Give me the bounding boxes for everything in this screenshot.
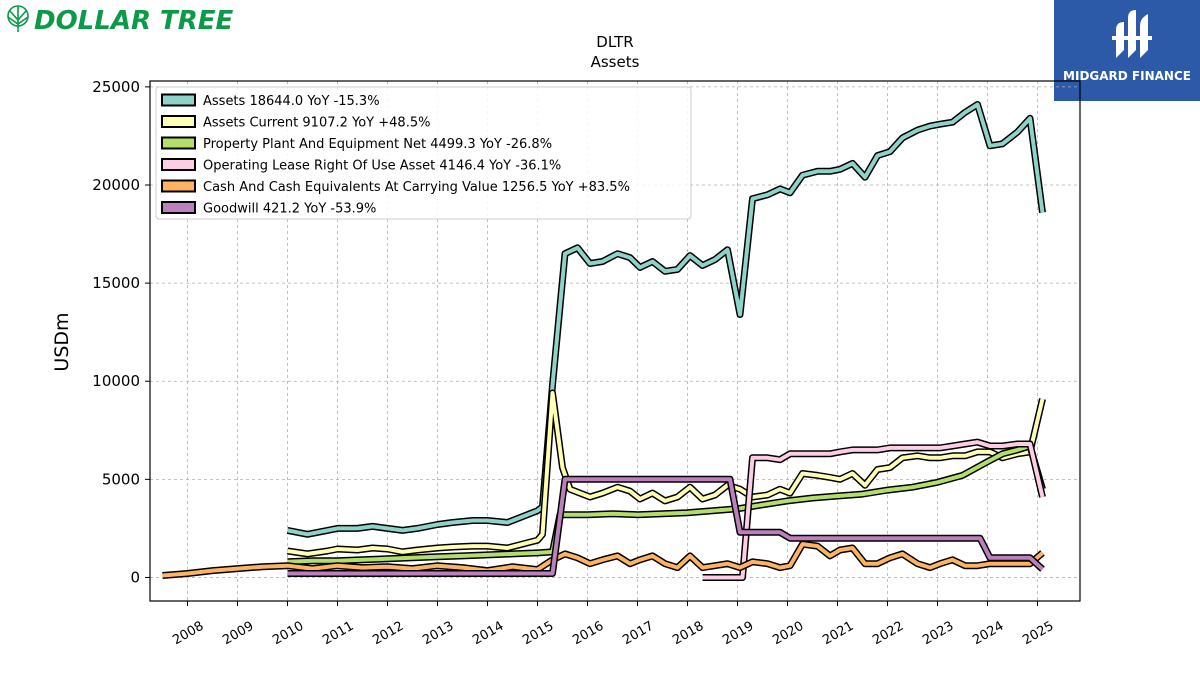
- x-tick-label: 2017: [620, 619, 656, 649]
- series-goodwill: [287, 475, 1045, 577]
- x-tick-label: 2011: [320, 619, 356, 649]
- series-line: [162, 542, 1044, 578]
- series-assets-current: [286, 389, 1046, 558]
- series-line: [702, 440, 1045, 580]
- legend-swatch: [161, 136, 196, 150]
- x-tick-label: 2018: [670, 619, 706, 649]
- tree-logo-icon: DOLLAR TREE: [7, 5, 234, 36]
- chart-subtitle: Assets: [591, 53, 640, 71]
- series-operating-lease-right-of-use-asset: [702, 438, 1046, 581]
- y-tick-label: 5000: [102, 470, 140, 488]
- x-tick-label: 2024: [970, 619, 1006, 649]
- y-tick-label: 20000: [92, 176, 140, 194]
- x-tick-label: 2021: [820, 619, 856, 649]
- series-line: [287, 444, 1045, 564]
- y-tick-label: 15000: [92, 274, 140, 292]
- midgard-finance-logo-text: MIDGARD FINANCE: [1063, 69, 1191, 83]
- x-tick-label: 2014: [470, 619, 506, 649]
- y-tick-label: 25000: [92, 78, 140, 96]
- legend-swatch: [161, 115, 196, 128]
- chart-title: DLTR: [596, 33, 633, 51]
- y-tick-label: 10000: [92, 372, 140, 390]
- legend-label: Goodwill 421.2 YoY -53.9%: [203, 202, 376, 217]
- x-tick-label: 2019: [720, 619, 756, 649]
- legend-box: [155, 86, 692, 220]
- y-tick-label: 0: [130, 568, 140, 586]
- legend-label: Operating Lease Right Of Use Asset 4146.…: [203, 159, 561, 174]
- x-tick-label: 2020: [770, 619, 806, 649]
- x-tick-label: 2025: [1020, 619, 1056, 649]
- x-tick-label: 2008: [170, 619, 206, 649]
- legend-label: Assets Current 9107.2 YoY +48.5%: [203, 116, 430, 131]
- y-axis-label: USDm: [51, 312, 73, 371]
- series-line: [287, 102, 1045, 537]
- series-lines: [162, 101, 1046, 581]
- series-assets: [286, 101, 1046, 538]
- legend-swatch: [161, 93, 196, 107]
- legend-swatch: [161, 201, 196, 214]
- legend-swatch: [161, 158, 196, 171]
- series-property-plant-and-equipment-net: [287, 442, 1046, 566]
- legend-swatch: [161, 179, 196, 193]
- legend-label: Property Plant And Equipment Net 4499.3 …: [203, 137, 552, 152]
- x-tick-label: 2012: [370, 619, 406, 649]
- x-tick-label: 2013: [420, 619, 456, 649]
- series-line: [287, 391, 1045, 556]
- midgard-emblem-icon: [1112, 10, 1152, 58]
- x-tick-label: 2022: [870, 619, 906, 649]
- x-tick-label: 2010: [270, 619, 306, 649]
- midgard-finance-logo: MIDGARD FINANCE: [1054, 0, 1200, 101]
- legend-label: Cash And Cash Equivalents At Carrying Va…: [203, 180, 630, 195]
- series-cash-and-cash-equivalents-at-carrying-value: [162, 540, 1045, 579]
- dollar-tree-logo: DOLLAR TREE: [4, 2, 254, 38]
- x-tick-label: 2023: [920, 619, 956, 649]
- series-line: [287, 477, 1044, 576]
- x-tick-label: 2009: [220, 619, 256, 649]
- plot-frame: [149, 80, 1081, 602]
- x-tick-label: 2015: [520, 619, 556, 649]
- x-tick-label: 2016: [570, 619, 606, 649]
- legend: Assets 18644.0 YoY -15.3% Assets Current …: [155, 86, 692, 220]
- dollar-tree-logo-text: DOLLAR TREE: [34, 6, 234, 36]
- legend-label: Assets 18644.0 YoY -15.3%: [203, 94, 380, 109]
